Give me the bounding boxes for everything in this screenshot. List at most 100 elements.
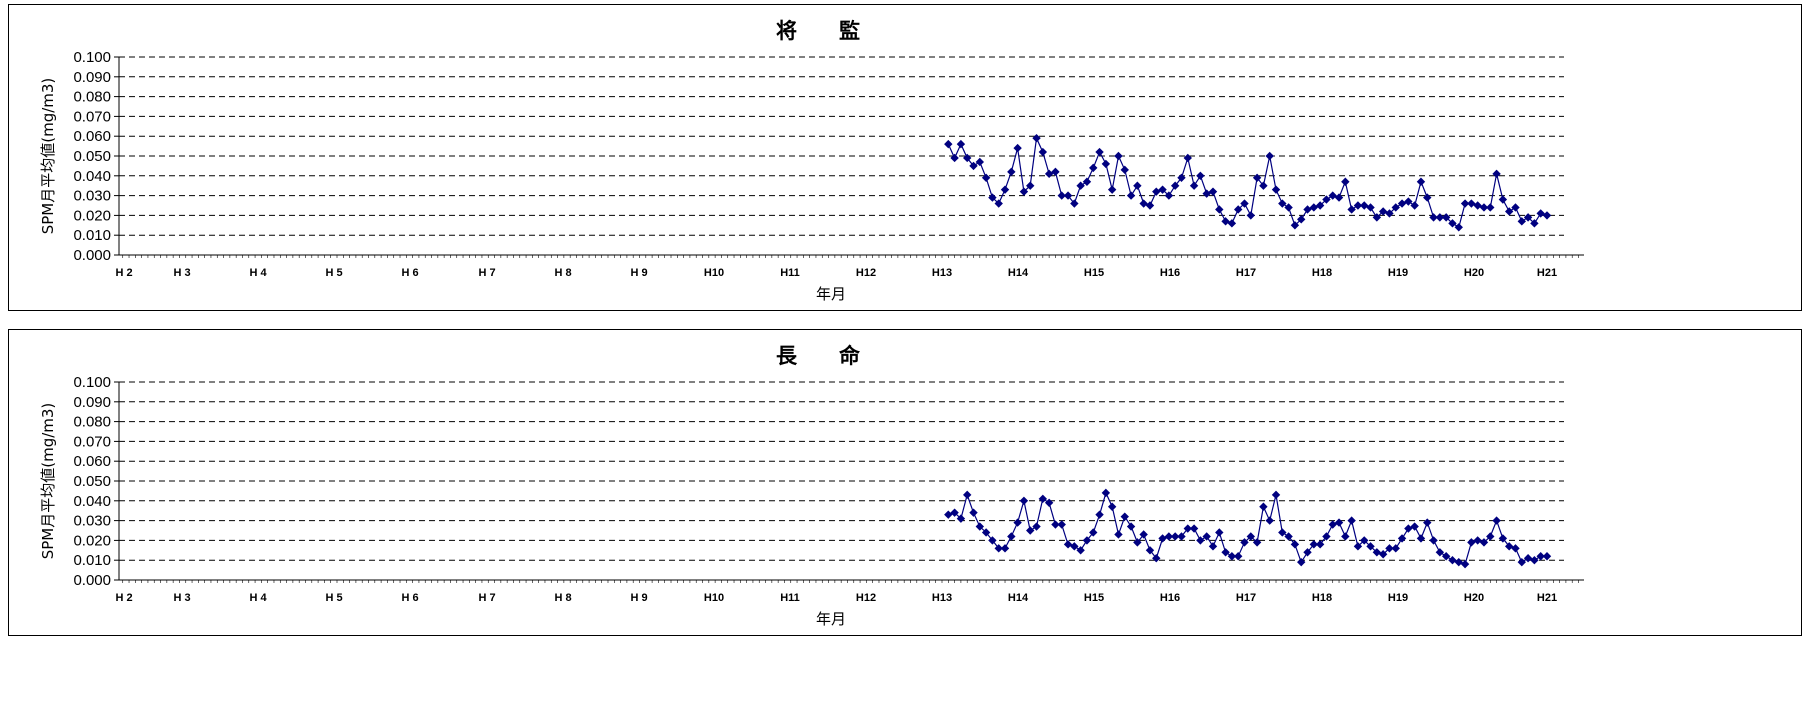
x-tick-label: H 6 xyxy=(401,267,418,279)
data-point xyxy=(1315,540,1325,549)
x-tick-label: H 7 xyxy=(478,592,495,604)
data-point xyxy=(1303,205,1312,214)
x-tick-label: H 3 xyxy=(173,267,190,279)
data-point xyxy=(1315,201,1325,210)
data-point xyxy=(1278,528,1287,537)
data-point xyxy=(1215,205,1224,214)
data-point xyxy=(1530,219,1539,228)
data-point xyxy=(1473,536,1482,545)
x-tick-label: H 9 xyxy=(630,592,647,604)
data-point xyxy=(944,510,953,519)
y-tick-label: 0.030 xyxy=(73,513,111,530)
data-point xyxy=(1051,520,1060,529)
x-tick-label: H 8 xyxy=(554,267,571,279)
data-point xyxy=(1107,502,1117,511)
data-point xyxy=(1429,213,1438,222)
data-point xyxy=(1479,538,1489,547)
data-point xyxy=(1341,177,1350,186)
data-point xyxy=(1240,538,1249,547)
data-point xyxy=(1486,532,1495,541)
data-point xyxy=(1170,181,1180,190)
data-point xyxy=(1051,167,1060,177)
data-point xyxy=(1032,522,1041,531)
x-tick-label: H21 xyxy=(1537,592,1557,604)
data-point xyxy=(1322,532,1331,541)
data-point xyxy=(1454,557,1463,567)
data-point xyxy=(1026,526,1035,535)
data-point xyxy=(1202,532,1211,541)
data-point xyxy=(1095,510,1104,519)
data-point xyxy=(1196,171,1205,180)
data-point xyxy=(1284,532,1293,541)
y-tick-label: 0.070 xyxy=(73,108,111,125)
data-point xyxy=(1013,518,1022,527)
x-tick-label: H12 xyxy=(856,592,876,604)
y-tick-label: 0.060 xyxy=(73,128,111,145)
y-tick-label: 0.080 xyxy=(73,89,111,106)
data-point xyxy=(1158,185,1167,194)
data-point xyxy=(1189,181,1199,190)
y-tick-label: 0.000 xyxy=(73,572,111,589)
data-point xyxy=(1057,520,1066,529)
y-tick-label: 0.040 xyxy=(73,493,111,510)
data-point xyxy=(1044,169,1054,179)
data-point xyxy=(944,139,953,149)
data-point xyxy=(1328,520,1337,529)
data-point xyxy=(1246,211,1256,220)
data-point xyxy=(1347,516,1356,525)
data-point xyxy=(1063,540,1073,549)
x-tick-label: H19 xyxy=(1388,267,1408,279)
x-tick-label: H10 xyxy=(704,267,724,279)
data-point xyxy=(1410,201,1419,210)
data-point xyxy=(1271,185,1281,194)
data-point xyxy=(1536,209,1545,218)
data-point xyxy=(1435,548,1445,557)
y-tick-label: 0.010 xyxy=(73,227,111,244)
data-point xyxy=(1397,199,1407,208)
data-point xyxy=(1517,217,1526,226)
data-point xyxy=(1530,556,1539,565)
data-point xyxy=(1032,133,1041,143)
data-point xyxy=(1152,187,1161,196)
data-point xyxy=(1177,532,1186,541)
chart-panel-shogen: 将 監 0.000 0.010 0.020 0.030 0.040 0.050 0.060 0.… xyxy=(8,4,1802,311)
data-point xyxy=(1265,151,1274,161)
data-point xyxy=(1101,488,1111,498)
x-tick-label: H18 xyxy=(1312,267,1332,279)
chart-shogen: 将 監 0.000 0.010 0.020 0.030 0.040 0.050 0.060 0.… xyxy=(39,19,1584,303)
y-tick-label: 0.060 xyxy=(73,453,111,470)
x-tick-label: H11 xyxy=(780,592,800,604)
y-tick-label: 0.020 xyxy=(73,207,111,224)
data-point xyxy=(1233,205,1243,214)
data-point xyxy=(1076,546,1085,555)
x-tick-label: H14 xyxy=(1008,267,1029,279)
data-point xyxy=(1189,524,1199,533)
data-point xyxy=(1019,187,1029,196)
data-point xyxy=(1133,538,1142,547)
data-point xyxy=(1221,217,1230,226)
data-point xyxy=(1164,532,1174,541)
x-tick-label: H20 xyxy=(1464,267,1484,279)
y-tick-label: 0.100 xyxy=(73,49,111,66)
data-point xyxy=(1284,203,1293,212)
x-tick-label: H16 xyxy=(1160,592,1180,604)
data-point xyxy=(1259,181,1268,190)
data-point xyxy=(969,508,978,517)
chart-title: 長 命 xyxy=(776,344,861,368)
data-point xyxy=(1038,494,1048,504)
data-point xyxy=(1460,199,1470,208)
data-point xyxy=(1486,203,1495,212)
data-point xyxy=(1183,524,1192,533)
data-point xyxy=(1101,159,1111,169)
data-point xyxy=(1416,177,1426,186)
data-point xyxy=(1347,205,1356,214)
data-point xyxy=(1057,191,1066,200)
data-point xyxy=(981,173,991,182)
series-line xyxy=(947,136,1548,229)
x-tick-label: H12 xyxy=(856,267,876,279)
x-tick-label: H 7 xyxy=(478,267,495,279)
x-tick-label: H18 xyxy=(1312,592,1332,604)
data-point xyxy=(1183,153,1192,163)
data-point xyxy=(1026,181,1035,190)
chart-panel-choumei: 長 命 0.000 0.010 0.020 0.030 0.040 0.050 0.060 0.… xyxy=(8,329,1802,636)
